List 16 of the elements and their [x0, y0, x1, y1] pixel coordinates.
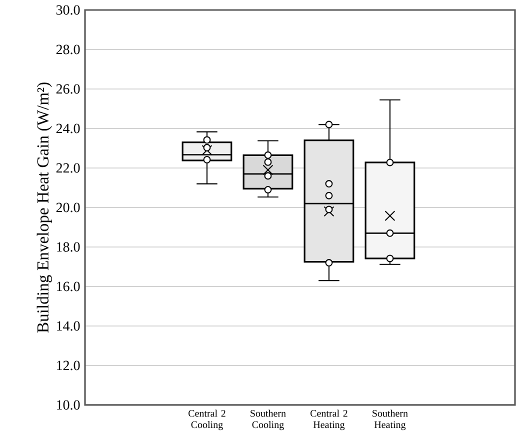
y-tick-label: 18.0	[57, 242, 80, 252]
y-tick-label: 22.0	[56, 163, 80, 173]
y-tick-label: 28.0	[56, 44, 80, 54]
y-axis-title: Building Envelope Heat Gain (W/m²)	[36, 82, 52, 333]
x-tick-label: Southern Cooling	[250, 410, 286, 430]
y-tick-label: 26.0	[56, 84, 80, 94]
y-tick-label: 12.0	[57, 360, 80, 370]
y-tick-label: 14.0	[57, 321, 80, 331]
x-tick-label: Southern Heating	[372, 410, 408, 430]
y-tick-label: 24.0	[56, 124, 80, 134]
y-tick-label: 20.0	[56, 202, 80, 212]
y-tick-label: 10.0	[57, 400, 80, 410]
x-tick-label: Central 2 Cooling	[188, 410, 226, 430]
x-tick-label: Central 2 Heating	[310, 410, 348, 430]
y-tick-label: 30.0	[56, 5, 80, 15]
y-tick-label: 16.0	[57, 282, 80, 292]
